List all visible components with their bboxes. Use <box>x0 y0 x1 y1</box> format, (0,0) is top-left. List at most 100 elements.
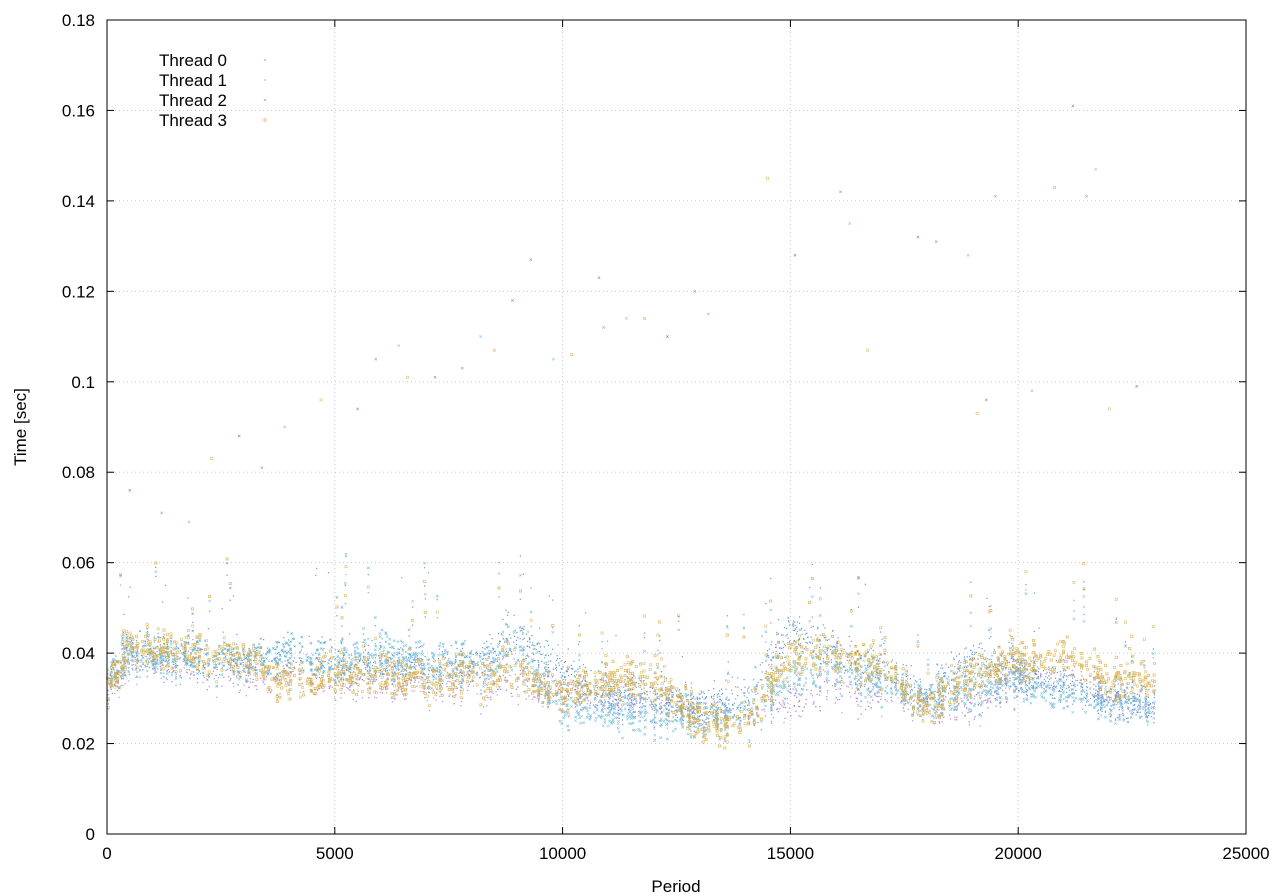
data-point <box>772 669 774 671</box>
data-point <box>1089 681 1091 683</box>
data-point <box>1012 661 1014 663</box>
data-point <box>397 648 399 650</box>
data-point <box>848 691 851 693</box>
data-point <box>1122 710 1124 712</box>
data-point <box>903 710 905 712</box>
data-point <box>1114 694 1116 696</box>
data-point <box>678 688 681 691</box>
data-point <box>486 640 488 642</box>
data-point <box>850 664 852 666</box>
data-point <box>902 664 904 666</box>
data-point <box>536 681 538 684</box>
data-point <box>745 701 747 703</box>
data-point <box>687 694 690 696</box>
data-point <box>631 688 634 690</box>
data-point <box>919 705 921 707</box>
data-point <box>720 720 722 722</box>
data-point <box>1030 696 1032 698</box>
data-point <box>112 668 114 670</box>
data-point <box>942 672 945 674</box>
data-point <box>621 692 623 694</box>
data-point <box>142 663 144 665</box>
data-point <box>693 730 695 732</box>
data-point <box>615 699 618 701</box>
data-point <box>1083 613 1085 616</box>
data-point <box>286 665 288 667</box>
data-point <box>1078 682 1081 684</box>
data-point <box>979 697 981 700</box>
data-point <box>872 649 874 652</box>
data-point <box>437 676 440 678</box>
data-point <box>1139 717 1141 720</box>
data-point <box>857 718 859 720</box>
data-point <box>1138 694 1140 696</box>
data-point <box>848 659 851 661</box>
data-point <box>713 701 715 703</box>
data-point <box>354 672 356 674</box>
data-point <box>545 654 547 656</box>
data-point <box>263 678 265 680</box>
data-point <box>651 706 653 708</box>
data-point <box>978 683 980 685</box>
data-point <box>133 664 135 666</box>
data-point <box>550 660 552 662</box>
data-point <box>505 641 508 643</box>
data-point <box>388 669 390 671</box>
data-point <box>1030 660 1032 662</box>
data-point <box>286 674 288 676</box>
data-point <box>160 677 162 679</box>
data-point <box>772 701 774 703</box>
data-point <box>954 665 956 668</box>
data-point <box>111 692 113 694</box>
data-point <box>446 653 449 655</box>
data-point <box>777 633 779 635</box>
data-point <box>993 663 996 665</box>
data-point <box>622 700 624 702</box>
data-point <box>725 698 727 700</box>
data-point <box>335 692 337 694</box>
data-point <box>737 705 739 707</box>
data-point <box>1144 693 1147 695</box>
data-point <box>1013 697 1016 699</box>
data-point <box>1048 666 1050 668</box>
data-point <box>854 662 856 664</box>
data-point <box>343 692 346 694</box>
data-point <box>1010 657 1012 660</box>
data-point <box>232 671 235 673</box>
data-point <box>527 640 529 643</box>
data-point <box>1134 709 1136 711</box>
data-point <box>538 699 540 701</box>
data-point <box>1119 700 1121 702</box>
data-point <box>285 664 288 667</box>
data-point <box>1020 679 1022 681</box>
data-point <box>660 671 663 673</box>
data-point <box>716 709 719 711</box>
data-point <box>373 680 375 682</box>
data-point <box>229 679 231 682</box>
data-point <box>989 669 992 671</box>
data-point <box>659 708 662 710</box>
data-point <box>1082 708 1084 710</box>
data-point <box>1069 674 1071 676</box>
data-point <box>610 703 613 705</box>
data-point <box>717 704 719 706</box>
data-point <box>905 699 907 701</box>
data-point <box>465 674 468 676</box>
data-point <box>432 657 435 659</box>
data-point <box>885 687 887 689</box>
data-point <box>836 643 839 645</box>
data-point <box>702 727 704 729</box>
data-point <box>1004 679 1006 682</box>
data-point <box>864 664 866 667</box>
data-point <box>498 642 501 644</box>
data-point <box>589 704 591 707</box>
data-point <box>527 680 529 682</box>
data-point <box>505 648 507 650</box>
data-point <box>403 684 405 686</box>
data-point <box>490 698 492 701</box>
data-point <box>262 680 264 682</box>
data-point <box>850 640 853 642</box>
data-point <box>764 673 766 675</box>
data-point <box>1086 686 1089 689</box>
data-point <box>1100 709 1102 711</box>
